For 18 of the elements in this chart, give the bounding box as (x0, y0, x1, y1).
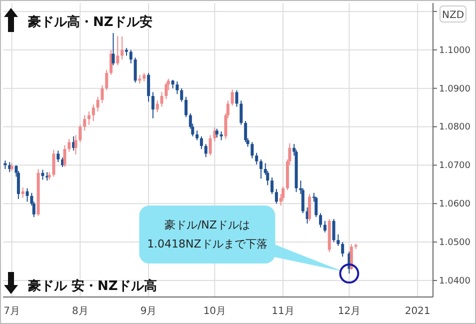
xtick: 11月 (272, 306, 294, 317)
xtick: 9月 (140, 306, 157, 317)
annotation: 豪ドル/NZドルは 1.0418NZドルまで下落 (147, 218, 268, 251)
annotation: 豪ドル高・NZドル安 (28, 15, 152, 30)
xtick: 2021 (404, 306, 430, 317)
ytick: 1.0600 (439, 200, 470, 210)
ytick: 1.0700 (439, 161, 470, 172)
ytick: 1.0400 (439, 276, 470, 286)
ytick: 1.0800 (439, 122, 470, 133)
xtick: 7月 (4, 306, 20, 317)
ytick: 1.0500 (439, 238, 470, 248)
xtick: 8月 (72, 306, 88, 317)
ytick: 1.0900 (439, 84, 470, 94)
ytick: 1.1000 (439, 46, 470, 56)
xtick: 12月 (338, 306, 361, 317)
y-axis-title: NZD (442, 10, 464, 21)
xtick: 10月 (203, 306, 226, 317)
ylabel: NZD (440, 6, 466, 22)
